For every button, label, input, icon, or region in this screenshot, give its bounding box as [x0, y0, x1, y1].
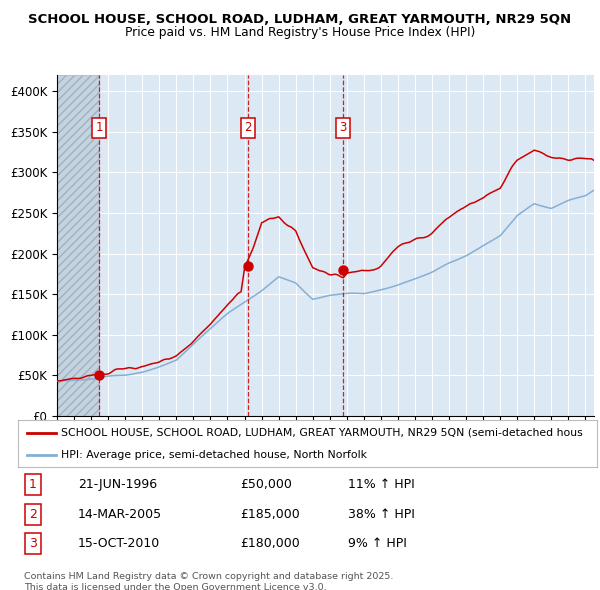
Text: 21-JUN-1996: 21-JUN-1996	[78, 478, 157, 491]
Text: SCHOOL HOUSE, SCHOOL ROAD, LUDHAM, GREAT YARMOUTH, NR29 5QN (semi-detached hous: SCHOOL HOUSE, SCHOOL ROAD, LUDHAM, GREAT…	[61, 428, 583, 438]
Text: £180,000: £180,000	[240, 537, 300, 550]
Text: 2: 2	[244, 122, 251, 135]
Text: SCHOOL HOUSE, SCHOOL ROAD, LUDHAM, GREAT YARMOUTH, NR29 5QN: SCHOOL HOUSE, SCHOOL ROAD, LUDHAM, GREAT…	[28, 13, 572, 26]
Text: 1: 1	[29, 478, 37, 491]
Text: 14-MAR-2005: 14-MAR-2005	[78, 508, 162, 521]
Text: 15-OCT-2010: 15-OCT-2010	[78, 537, 160, 550]
Text: 1: 1	[95, 122, 103, 135]
Text: £185,000: £185,000	[240, 508, 300, 521]
Text: Price paid vs. HM Land Registry's House Price Index (HPI): Price paid vs. HM Land Registry's House …	[125, 26, 475, 39]
Text: Contains HM Land Registry data © Crown copyright and database right 2025.
This d: Contains HM Land Registry data © Crown c…	[24, 572, 394, 590]
Text: 9% ↑ HPI: 9% ↑ HPI	[348, 537, 407, 550]
Text: 38% ↑ HPI: 38% ↑ HPI	[348, 508, 415, 521]
Text: 2: 2	[29, 508, 37, 521]
Bar	[57, 75, 99, 416]
Text: 3: 3	[29, 537, 37, 550]
Text: 11% ↑ HPI: 11% ↑ HPI	[348, 478, 415, 491]
Text: 3: 3	[340, 122, 347, 135]
Text: £50,000: £50,000	[240, 478, 292, 491]
Text: HPI: Average price, semi-detached house, North Norfolk: HPI: Average price, semi-detached house,…	[61, 450, 367, 460]
